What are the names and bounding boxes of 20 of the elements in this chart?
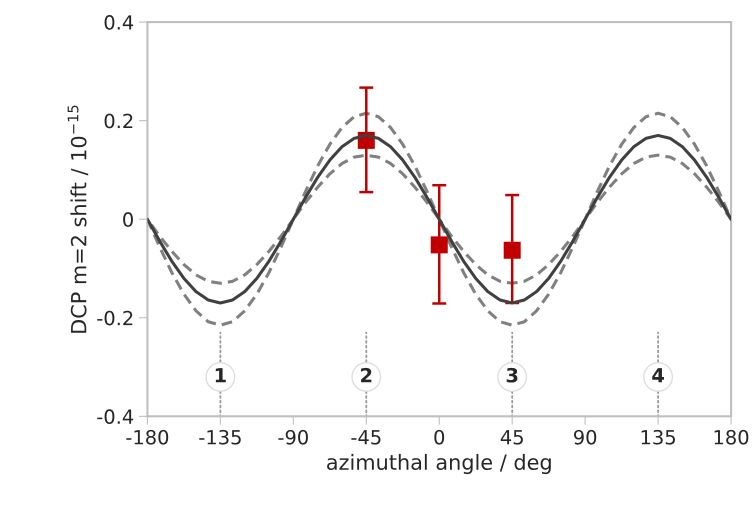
y-tick-label: 0.2 [104, 114, 132, 128]
x-tick-label: 135 [642, 430, 675, 445]
x-tick-label: -90 [278, 430, 308, 445]
y-tick-label: -0.4 [97, 409, 134, 424]
y-axis-title: DCP m=2 shift / 10$^{−15}$ [68, 106, 88, 333]
x-tick-label: -45 [351, 430, 380, 445]
x-tick-label: 0 [434, 430, 444, 445]
annotation: 2 [361, 368, 372, 382]
annotation: 4 [652, 368, 664, 382]
y-tick-label: 0 [123, 212, 133, 227]
x-axis-title: azimuthal angle / deg [327, 454, 551, 474]
x-tick-label: -135 [199, 430, 241, 445]
x-tick-label: 90 [574, 430, 596, 445]
y-tick-label: 0.4 [104, 15, 134, 30]
x-tick-label: 180 [714, 430, 748, 445]
x-tick-label: -180 [126, 430, 168, 445]
y-tick-label: -0.2 [97, 310, 132, 326]
x-tick-label: 45 [500, 430, 523, 445]
annotation: 3 [506, 368, 518, 383]
annotation: 1 [216, 368, 226, 382]
